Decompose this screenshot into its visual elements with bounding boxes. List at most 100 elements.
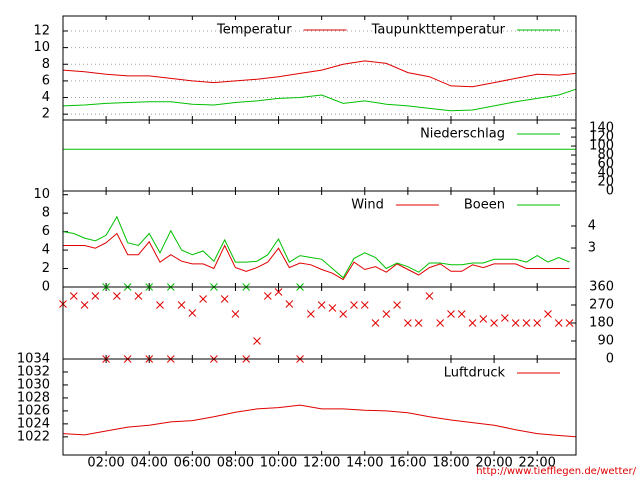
legend-label: Boeen: [464, 198, 505, 213]
footer-link: http://www.tiefflegen.de/wetter/: [476, 466, 636, 477]
point: [404, 319, 412, 327]
y-tick-label: 0: [42, 280, 50, 295]
legend-label: Luftdruck: [444, 366, 506, 381]
y-tick-label: 10: [33, 40, 50, 55]
y-tick-label: 20: [597, 175, 614, 190]
series-line: [62, 88, 577, 112]
point: [425, 292, 434, 300]
y-tick-label: 10: [33, 187, 50, 202]
y-tick-label: 270: [589, 298, 614, 313]
legend-label: Temperatur: [216, 23, 292, 38]
point: [263, 292, 272, 300]
y-tick-label: 2: [42, 107, 50, 122]
point: [328, 304, 337, 312]
x-tick-label: 04:00: [130, 456, 167, 471]
plot-frame: [62, 358, 577, 456]
x-tick-label: 22:00: [518, 456, 555, 471]
point: [91, 292, 100, 300]
point: [80, 301, 89, 309]
y-tick-label: 1026: [17, 403, 50, 418]
x-tick-label: 18:00: [432, 456, 469, 471]
point: [339, 310, 348, 318]
y-tick-label: 6: [42, 224, 50, 239]
y-tick-label: 1024: [17, 416, 50, 431]
point: [544, 310, 552, 318]
y-tick-label: 1028: [17, 390, 50, 405]
point: [468, 319, 477, 327]
y-tick-label: 1030: [17, 377, 50, 392]
x-tick-label: 20:00: [475, 456, 512, 471]
legend-label: Wind: [351, 198, 384, 213]
x-tick-label: 08:00: [217, 456, 254, 471]
point: [479, 315, 488, 323]
x-tick-label: 14:00: [346, 456, 383, 471]
series-line: [62, 60, 577, 88]
x-tick-label: 02:00: [87, 456, 124, 471]
point: [220, 295, 229, 303]
y-tick-label: 100: [589, 139, 614, 154]
point: [317, 301, 326, 309]
point: [565, 319, 574, 327]
point: [360, 301, 369, 309]
y-tick-label: 12: [33, 23, 50, 38]
point: [371, 319, 380, 327]
series-line: [63, 232, 570, 281]
point: [522, 319, 531, 327]
series-line: [62, 215, 570, 279]
point: [199, 295, 207, 303]
y-tick-label: 2: [42, 261, 50, 276]
point: [447, 310, 455, 318]
y-tick-label: 4: [42, 243, 50, 258]
y-tick-label: 8: [42, 206, 50, 221]
point: [134, 292, 143, 300]
y-tick-label: 1034: [17, 352, 50, 367]
y-tick-label: 360: [589, 280, 614, 295]
y-tick-label: 60: [597, 157, 614, 172]
y-tick-label: 6: [42, 73, 50, 88]
point: [69, 292, 78, 300]
legend-label: Taupunkttemperatur: [371, 23, 506, 38]
point: [554, 319, 563, 327]
x-tick-label: 06:00: [174, 456, 211, 471]
point: [393, 301, 401, 309]
y-tick-label: 0: [606, 352, 614, 367]
y-tick-label: 0: [606, 184, 614, 199]
y-tick-label: 120: [589, 130, 614, 145]
y-tick-label: 40: [597, 166, 614, 181]
point: [274, 288, 283, 296]
point: [501, 314, 509, 322]
y-tick-label: 180: [589, 316, 614, 331]
point: [490, 319, 498, 327]
point: [285, 300, 294, 308]
x-tick-label: 16:00: [389, 456, 426, 471]
y-tick-label: 8: [42, 57, 50, 72]
point: [177, 301, 186, 309]
x-tick-label: 12:00: [303, 456, 340, 471]
y-tick-label: 140: [589, 121, 614, 136]
y-tick-label: 1032: [17, 364, 50, 379]
point: [156, 301, 164, 309]
point: [457, 310, 466, 318]
y2-tick-label: 3: [588, 241, 596, 256]
point: [511, 319, 520, 327]
y-tick-label: 90: [597, 334, 614, 349]
point: [253, 337, 261, 345]
legend-label: Niederschlag: [420, 127, 505, 142]
point: [113, 292, 121, 300]
x-tick-label: 10:00: [260, 456, 297, 471]
point: [436, 319, 445, 327]
point: [350, 301, 358, 309]
point: [533, 319, 542, 327]
point: [414, 319, 423, 327]
point: [231, 310, 240, 318]
y2-tick-label: 4: [588, 219, 596, 234]
series-line: [62, 404, 577, 438]
y-tick-label: 1022: [17, 429, 50, 444]
y-tick-label: 4: [42, 90, 50, 105]
point: [307, 310, 315, 318]
y-tick-label: 80: [597, 148, 614, 163]
point: [382, 310, 391, 318]
